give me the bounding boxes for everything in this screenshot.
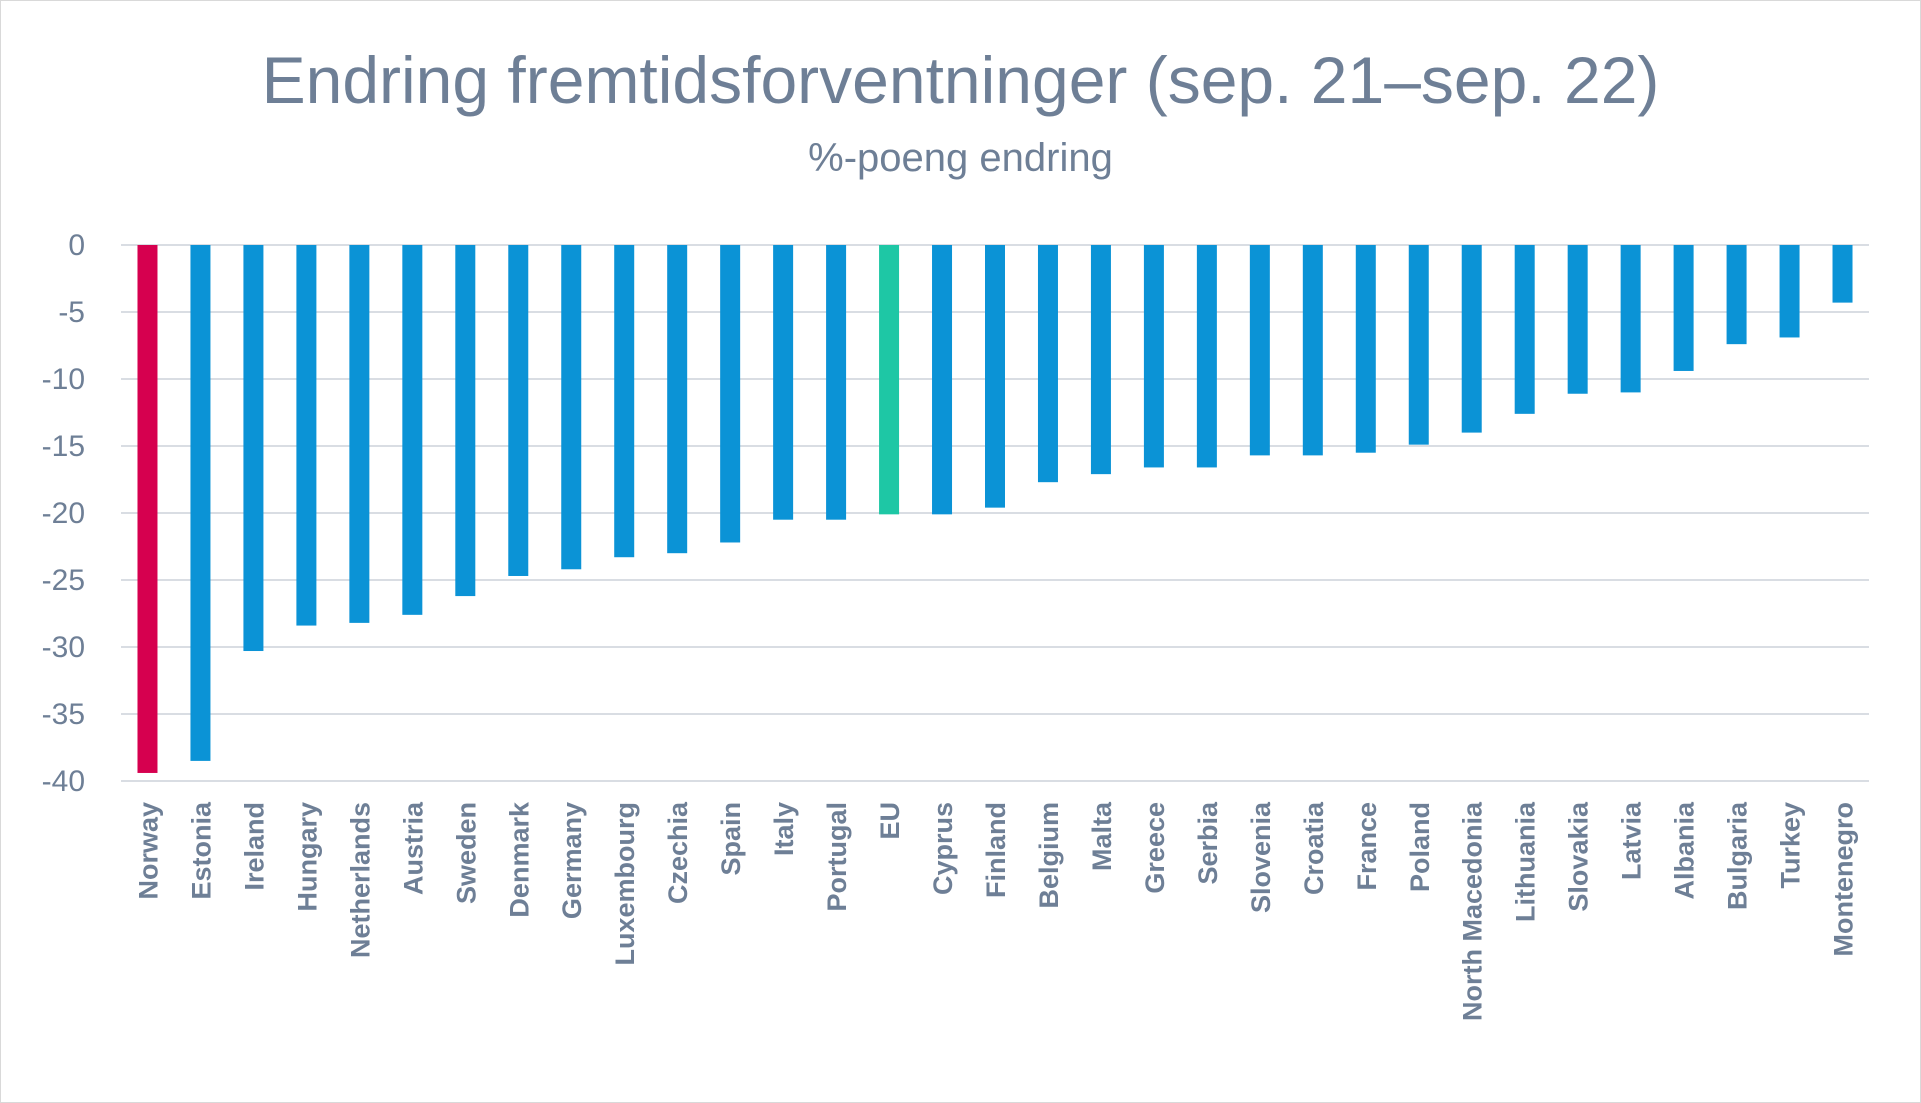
bar-luxembourg [614, 245, 635, 558]
bar-sweden [455, 245, 476, 597]
x-tick-label: France [1352, 802, 1382, 891]
bar-croatia [1302, 245, 1323, 456]
x-tick-label: Bulgaria [1723, 801, 1753, 910]
x-tick-label: Slovakia [1564, 801, 1594, 912]
x-tick-label: Croatia [1299, 801, 1329, 895]
y-tick-label: -20 [42, 497, 85, 530]
bar-france [1355, 245, 1376, 453]
bar-portugal [826, 245, 847, 520]
bar-poland [1408, 245, 1429, 445]
x-tick-label: Czechia [663, 801, 693, 904]
bar-hungary [296, 245, 317, 626]
bar-spain [720, 245, 741, 543]
x-tick-label: Slovenia [1246, 801, 1276, 913]
bar-slovakia [1567, 245, 1588, 394]
x-tick-label: North Macedonia [1458, 801, 1488, 1021]
y-tick-label: -10 [42, 363, 85, 396]
bar-austria [402, 245, 423, 615]
bar-germany [561, 245, 582, 570]
x-tick-label: Luxembourg [610, 802, 640, 966]
bar-albania [1673, 245, 1694, 371]
bar-slovenia [1249, 245, 1270, 456]
x-tick-label: Latvia [1617, 801, 1647, 880]
x-tick-label: Lithuania [1511, 801, 1541, 922]
x-tick-label: Netherlands [345, 802, 375, 958]
bar-netherlands [349, 245, 370, 623]
bar-north-macedonia [1461, 245, 1482, 433]
chart-title: Endring fremtidsforventninger (sep. 21–s… [261, 43, 1660, 117]
x-tick-label: Albania [1670, 801, 1700, 900]
x-tick-label: Spain [716, 802, 746, 876]
bar-montenegro [1832, 245, 1853, 303]
bar-serbia [1196, 245, 1217, 468]
x-tick-label: Cyprus [928, 802, 958, 895]
x-tick-label: Norway [133, 802, 163, 900]
x-tick-label: Finland [981, 802, 1011, 898]
y-tick-label: -15 [42, 430, 85, 463]
x-tick-label: Hungary [292, 802, 322, 912]
x-tick-label: Portugal [822, 802, 852, 912]
bar-norway [137, 245, 158, 773]
bar-estonia [190, 245, 211, 761]
y-tick-label: -40 [42, 765, 85, 798]
bar-cyprus [932, 245, 953, 515]
y-tick-label: -25 [42, 564, 85, 597]
bar-turkey [1779, 245, 1800, 338]
y-tick-label: 0 [68, 229, 85, 262]
bar-denmark [508, 245, 529, 576]
x-tick-label: Germany [557, 802, 587, 919]
x-tick-label: Malta [1087, 801, 1117, 871]
x-tick-label: Serbia [1193, 801, 1223, 885]
x-tick-label: Turkey [1776, 802, 1806, 889]
chart-subtitle: %-poeng endring [808, 136, 1113, 180]
bar-malta [1090, 245, 1111, 475]
x-tick-label: Montenegro [1829, 802, 1859, 957]
bar-ireland [243, 245, 264, 652]
x-tick-label: Estonia [186, 801, 216, 900]
x-tick-label: EU [875, 802, 905, 840]
bar-bulgaria [1726, 245, 1747, 345]
y-tick-label: -30 [42, 631, 85, 664]
x-tick-label: Poland [1405, 802, 1435, 892]
x-tick-label: Austria [398, 801, 428, 895]
y-tick-label: -35 [42, 698, 85, 731]
bar-czechia [667, 245, 688, 554]
bar-greece [1143, 245, 1164, 468]
bar-belgium [1037, 245, 1058, 483]
x-tick-label: Greece [1140, 802, 1170, 894]
x-tick-label: Ireland [239, 802, 269, 891]
bar-finland [985, 245, 1005, 508]
x-tick-label: Denmark [504, 801, 534, 918]
bar-latvia [1620, 245, 1641, 393]
y-tick-label: -5 [58, 296, 85, 329]
x-tick-label: Italy [769, 802, 799, 856]
bar-lithuania [1514, 245, 1535, 414]
bar-eu [879, 245, 900, 515]
x-tick-label: Belgium [1034, 802, 1064, 909]
bar-italy [773, 245, 794, 520]
x-tick-label: Sweden [451, 802, 481, 904]
